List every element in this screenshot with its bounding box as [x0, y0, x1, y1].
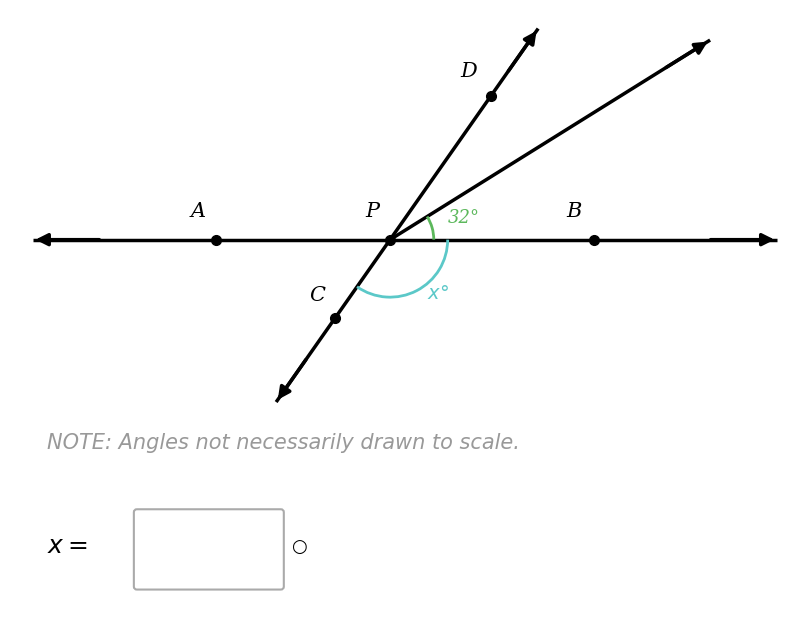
Text: $x =$: $x =$ [47, 535, 88, 559]
Text: NOTE: Angles not necessarily drawn to scale.: NOTE: Angles not necessarily drawn to sc… [47, 433, 520, 453]
FancyBboxPatch shape [134, 509, 284, 589]
Text: 32°: 32° [448, 209, 480, 227]
Text: C: C [310, 286, 326, 305]
Text: A: A [191, 203, 206, 221]
Text: $x°$: $x°$ [426, 285, 449, 303]
Text: ○: ○ [291, 538, 306, 556]
Text: B: B [566, 203, 582, 221]
Text: P: P [365, 203, 379, 221]
Text: D: D [461, 62, 478, 81]
